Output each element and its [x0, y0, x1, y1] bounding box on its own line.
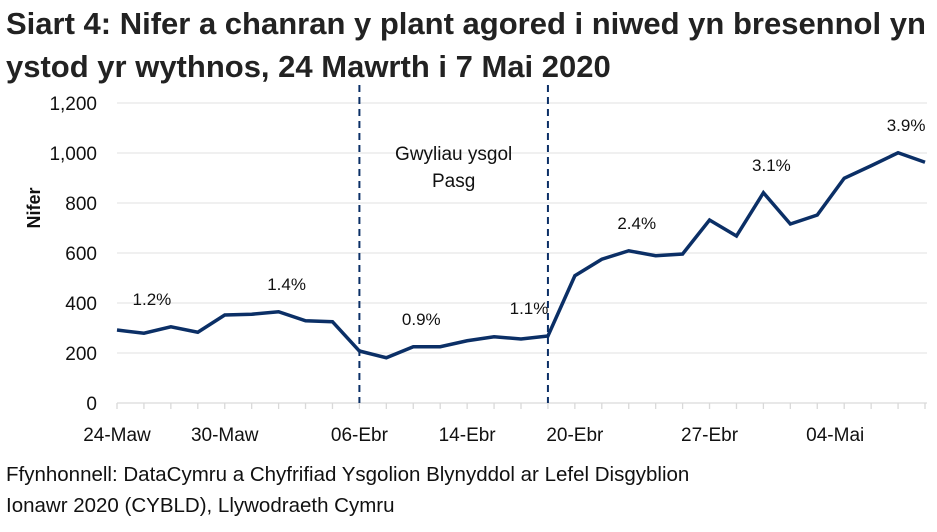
y-axis-label: Nifer [24, 187, 44, 228]
source-note: Ffynhonnell: DataCymru a Chyfrifiad Ysgo… [6, 459, 689, 521]
x-tick-label: 14-Ebr [439, 425, 497, 446]
x-tick-label: 27-Ebr [681, 425, 739, 446]
data-label: 1.1% [510, 299, 549, 318]
y-tick-label: 400 [65, 294, 97, 315]
data-label: 3.1% [752, 156, 791, 175]
y-tick-label: 200 [65, 344, 97, 365]
x-tick-label: 06-Ebr [331, 425, 389, 446]
y-tick-label: 800 [65, 194, 97, 215]
source-line-1: Ffynhonnell: DataCymru a Chyfrifiad Ysgo… [6, 463, 690, 486]
data-label: 1.4% [267, 275, 306, 294]
x-tick-label: 04-Mai [806, 425, 864, 446]
x-tick-label: 24-Maw [83, 425, 151, 446]
y-tick-label: 1,000 [49, 144, 97, 165]
y-tick-label: 0 [86, 394, 97, 415]
y-tick-label: 600 [65, 244, 97, 265]
data-label: 3.9% [887, 116, 926, 135]
data-label: 2.4% [617, 214, 656, 233]
series-line [116, 150, 926, 360]
x-tick-label: 30-Maw [191, 425, 259, 446]
chart-title: Siart 4: Nifer a chanran y plant agored … [6, 6, 926, 84]
source-line-2: Ionawr 2020 (CYBLD), Llywodraeth Cymru [6, 494, 395, 517]
period-label: Gwyliau ysgol [395, 144, 512, 165]
x-tick-label: 20-Ebr [546, 425, 604, 446]
period-label: Pasg [432, 171, 475, 192]
data-label: 1.2% [133, 290, 172, 309]
data-label: 0.9% [402, 310, 441, 329]
y-tick-label: 1,200 [49, 94, 97, 115]
